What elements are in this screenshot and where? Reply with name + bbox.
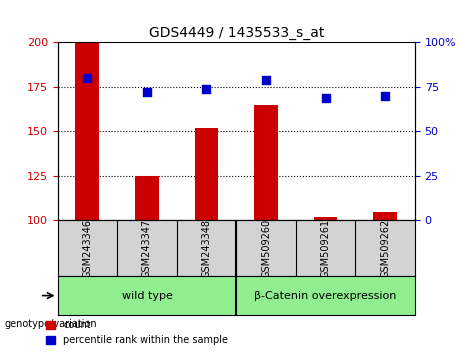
Point (381, 93, 389, 99)
Point (203, 86, 210, 92)
Bar (195, 128, 219, 221)
Text: GSM509260: GSM509260 (261, 219, 271, 278)
Bar (76, 42, 99, 221)
Text: GSM243348: GSM243348 (201, 219, 212, 278)
Text: GSM243347: GSM243347 (142, 219, 152, 278)
Legend: count, percentile rank within the sample: count, percentile rank within the sample (42, 316, 232, 349)
Text: genotype/variation: genotype/variation (5, 319, 97, 329)
Text: GSM243346: GSM243346 (83, 219, 92, 278)
Text: wild type: wild type (122, 291, 172, 301)
Bar (135, 176, 159, 221)
Bar (313, 217, 337, 221)
Title: GDS4449 / 1435533_s_at: GDS4449 / 1435533_s_at (148, 26, 324, 40)
Point (84, 75, 91, 81)
Point (143, 90, 151, 95)
Bar (373, 212, 397, 221)
Text: β-Catenin overexpression: β-Catenin overexpression (254, 291, 397, 301)
Point (262, 77, 270, 83)
Text: GSM509261: GSM509261 (320, 219, 331, 278)
Bar (254, 105, 278, 221)
Text: GSM509262: GSM509262 (380, 219, 390, 278)
Point (322, 95, 329, 101)
